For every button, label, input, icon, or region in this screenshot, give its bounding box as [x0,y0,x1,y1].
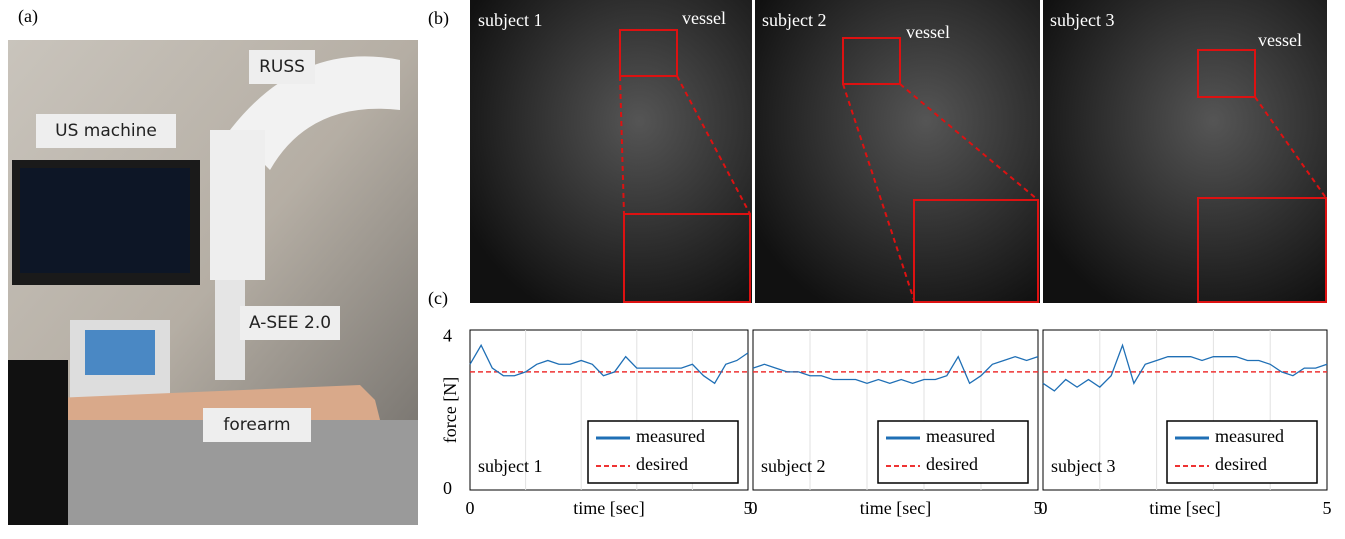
legend [1166,420,1318,484]
x-axis-label: time [sec] [860,498,931,518]
label-box [203,408,311,442]
x-tick-label: 5 [744,498,753,518]
x-tick-label: 0 [749,498,758,518]
photo-label: A-SEE 2.0 [249,313,331,333]
panel-label: (a) [18,6,38,27]
panel-label: (b) [428,8,449,29]
photo-label: forearm [223,415,290,435]
label-box [36,114,176,148]
subject-annotation: subject 1 [478,456,543,476]
legend-label: measured [636,426,705,446]
legend-label: measured [926,426,995,446]
x-axis-label: time [sec] [573,498,644,518]
legend [587,420,739,484]
series-line [469,343,749,385]
subject-annotation: subject 3 [1051,456,1116,476]
legend-label: desired [1215,454,1267,474]
label-box [249,50,315,84]
series-line [752,355,1039,385]
ultrasound-panels: subject 1 vessel subject 2 vessel subjec… [470,0,1327,303]
x-tick-label: 5 [1323,498,1332,518]
series-line [1042,343,1328,392]
y-tick-label: 0 [443,478,452,498]
vessel-label: vessel [1258,30,1302,50]
subject-label: subject 1 [478,10,543,30]
subject-label: subject 2 [762,10,827,30]
x-axis-label: time [sec] [1149,498,1220,518]
x-tick-label: 0 [1039,498,1048,518]
legend-label: desired [926,454,978,474]
label-box [240,306,340,340]
x-tick-label: 0 [466,498,475,518]
legend-label: desired [636,454,688,474]
legend-label: measured [1215,426,1284,446]
x-tick-label: 5 [1034,498,1043,518]
y-tick-label: 4 [443,326,452,346]
panel-label: (c) [428,288,448,309]
photo-label: RUSS [259,57,305,77]
photo-label: US machine [55,121,157,141]
vessel-label: vessel [906,22,950,42]
photo [8,40,418,525]
vessel-label: vessel [682,8,726,28]
legend [877,420,1029,484]
subject-label: subject 3 [1050,10,1115,30]
subject-annotation: subject 2 [761,456,826,476]
y-axis-label: force [N] [440,377,460,443]
